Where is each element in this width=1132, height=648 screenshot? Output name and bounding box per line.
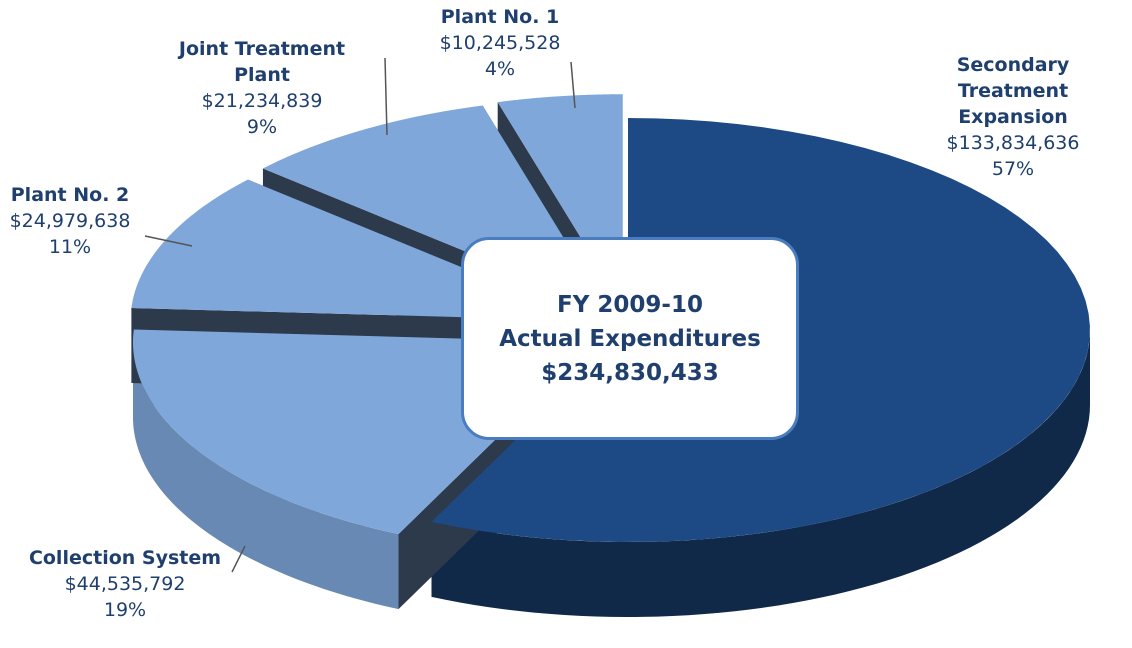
center-line: $234,830,433: [541, 359, 719, 386]
percent-label: 4%: [484, 58, 516, 80]
slice-label: Joint Treatment Plant $21,234,839 9%: [162, 36, 362, 140]
slice-label: Collection System $44,535,792 19%: [25, 545, 225, 623]
leader-line: [570, 61, 576, 109]
slice-side: [132, 342, 399, 610]
percent-label: 9%: [246, 116, 278, 138]
category-name: Secondary Treatment Expansion: [956, 54, 1070, 128]
leader-line: [384, 57, 388, 136]
category-name: Joint Treatment Plant: [178, 38, 346, 86]
value-label: $24,979,638: [9, 210, 131, 232]
percent-label: 57%: [991, 158, 1035, 180]
slice-label: Plant No. 1 $10,245,528 4%: [400, 4, 600, 82]
leader-lines: [144, 57, 576, 573]
percent-label: 11%: [48, 236, 92, 258]
center-line: FY 2009-10: [557, 291, 703, 318]
percent-label: 19%: [103, 599, 147, 621]
slice-label: Plant No. 2 $24,979,638 11%: [0, 182, 170, 260]
value-label: $44,535,792: [64, 573, 186, 595]
slice-label: Secondary Treatment Expansion $133,834,63…: [913, 52, 1113, 182]
category-name: Plant No. 2: [10, 184, 130, 206]
slice-side: [431, 330, 1090, 617]
leader-line: [231, 545, 246, 573]
value-label: $21,234,839: [201, 90, 323, 112]
center-box: FY 2009-10 Actual Expenditures $234,830,…: [461, 237, 799, 440]
value-label: $10,245,528: [439, 32, 561, 54]
value-label: $133,834,636: [946, 132, 1080, 154]
center-line: Actual Expenditures: [499, 325, 761, 352]
category-name: Plant No. 1: [440, 6, 560, 28]
leader-line: [144, 235, 193, 247]
category-name: Collection System: [28, 547, 222, 569]
